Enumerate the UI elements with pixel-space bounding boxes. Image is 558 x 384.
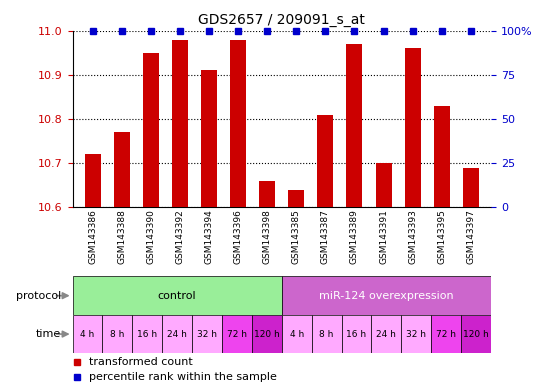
Bar xyxy=(222,315,252,353)
Bar xyxy=(103,315,132,353)
Text: 72 h: 72 h xyxy=(227,329,247,339)
Text: percentile rank within the sample: percentile rank within the sample xyxy=(89,372,277,382)
Bar xyxy=(252,315,282,353)
Bar xyxy=(288,190,304,207)
Text: 24 h: 24 h xyxy=(377,329,396,339)
Bar xyxy=(341,315,372,353)
Text: 16 h: 16 h xyxy=(347,329,367,339)
Text: GSM143395: GSM143395 xyxy=(437,209,446,264)
Bar xyxy=(73,315,103,353)
Text: GSM143392: GSM143392 xyxy=(176,209,185,264)
Text: GSM143389: GSM143389 xyxy=(350,209,359,264)
Text: GSM143386: GSM143386 xyxy=(88,209,98,264)
Bar xyxy=(73,276,282,315)
Text: GSM143397: GSM143397 xyxy=(466,209,475,264)
Text: GSM143385: GSM143385 xyxy=(292,209,301,264)
Text: 8 h: 8 h xyxy=(319,329,334,339)
Text: GSM143390: GSM143390 xyxy=(147,209,156,264)
Bar xyxy=(172,40,188,207)
Text: control: control xyxy=(158,291,196,301)
Bar xyxy=(376,163,392,207)
Title: GDS2657 / 209091_s_at: GDS2657 / 209091_s_at xyxy=(198,13,365,27)
Text: 120 h: 120 h xyxy=(463,329,489,339)
Text: GSM143398: GSM143398 xyxy=(263,209,272,264)
Text: GSM143388: GSM143388 xyxy=(117,209,127,264)
Bar xyxy=(282,276,491,315)
Text: 4 h: 4 h xyxy=(290,329,304,339)
Bar xyxy=(401,315,431,353)
Text: GSM143387: GSM143387 xyxy=(321,209,330,264)
Text: 32 h: 32 h xyxy=(197,329,217,339)
Bar xyxy=(143,53,159,207)
Text: 4 h: 4 h xyxy=(80,329,95,339)
Bar xyxy=(318,115,333,207)
Text: 24 h: 24 h xyxy=(167,329,187,339)
Bar xyxy=(201,71,217,207)
Text: miR-124 overexpression: miR-124 overexpression xyxy=(319,291,454,301)
Text: GSM143394: GSM143394 xyxy=(205,209,214,264)
Text: protocol: protocol xyxy=(16,291,61,301)
Bar xyxy=(192,315,222,353)
Text: transformed count: transformed count xyxy=(89,357,193,367)
Text: 32 h: 32 h xyxy=(406,329,426,339)
Bar xyxy=(463,168,479,207)
Bar xyxy=(114,132,130,207)
Bar xyxy=(132,315,162,353)
Text: time: time xyxy=(36,329,61,339)
Text: GSM143393: GSM143393 xyxy=(408,209,417,264)
Bar xyxy=(259,181,275,207)
Bar xyxy=(85,154,101,207)
Bar xyxy=(434,106,450,207)
Bar xyxy=(230,40,246,207)
Text: GSM143391: GSM143391 xyxy=(379,209,388,264)
Text: 120 h: 120 h xyxy=(254,329,280,339)
Bar xyxy=(312,315,341,353)
Bar xyxy=(431,315,461,353)
Bar xyxy=(282,315,312,353)
Bar xyxy=(405,48,421,207)
Text: 16 h: 16 h xyxy=(137,329,157,339)
Bar xyxy=(162,315,192,353)
Bar xyxy=(372,315,401,353)
Text: 72 h: 72 h xyxy=(436,329,456,339)
Bar xyxy=(347,44,363,207)
Text: 8 h: 8 h xyxy=(110,329,124,339)
Bar xyxy=(461,315,491,353)
Text: GSM143396: GSM143396 xyxy=(234,209,243,264)
